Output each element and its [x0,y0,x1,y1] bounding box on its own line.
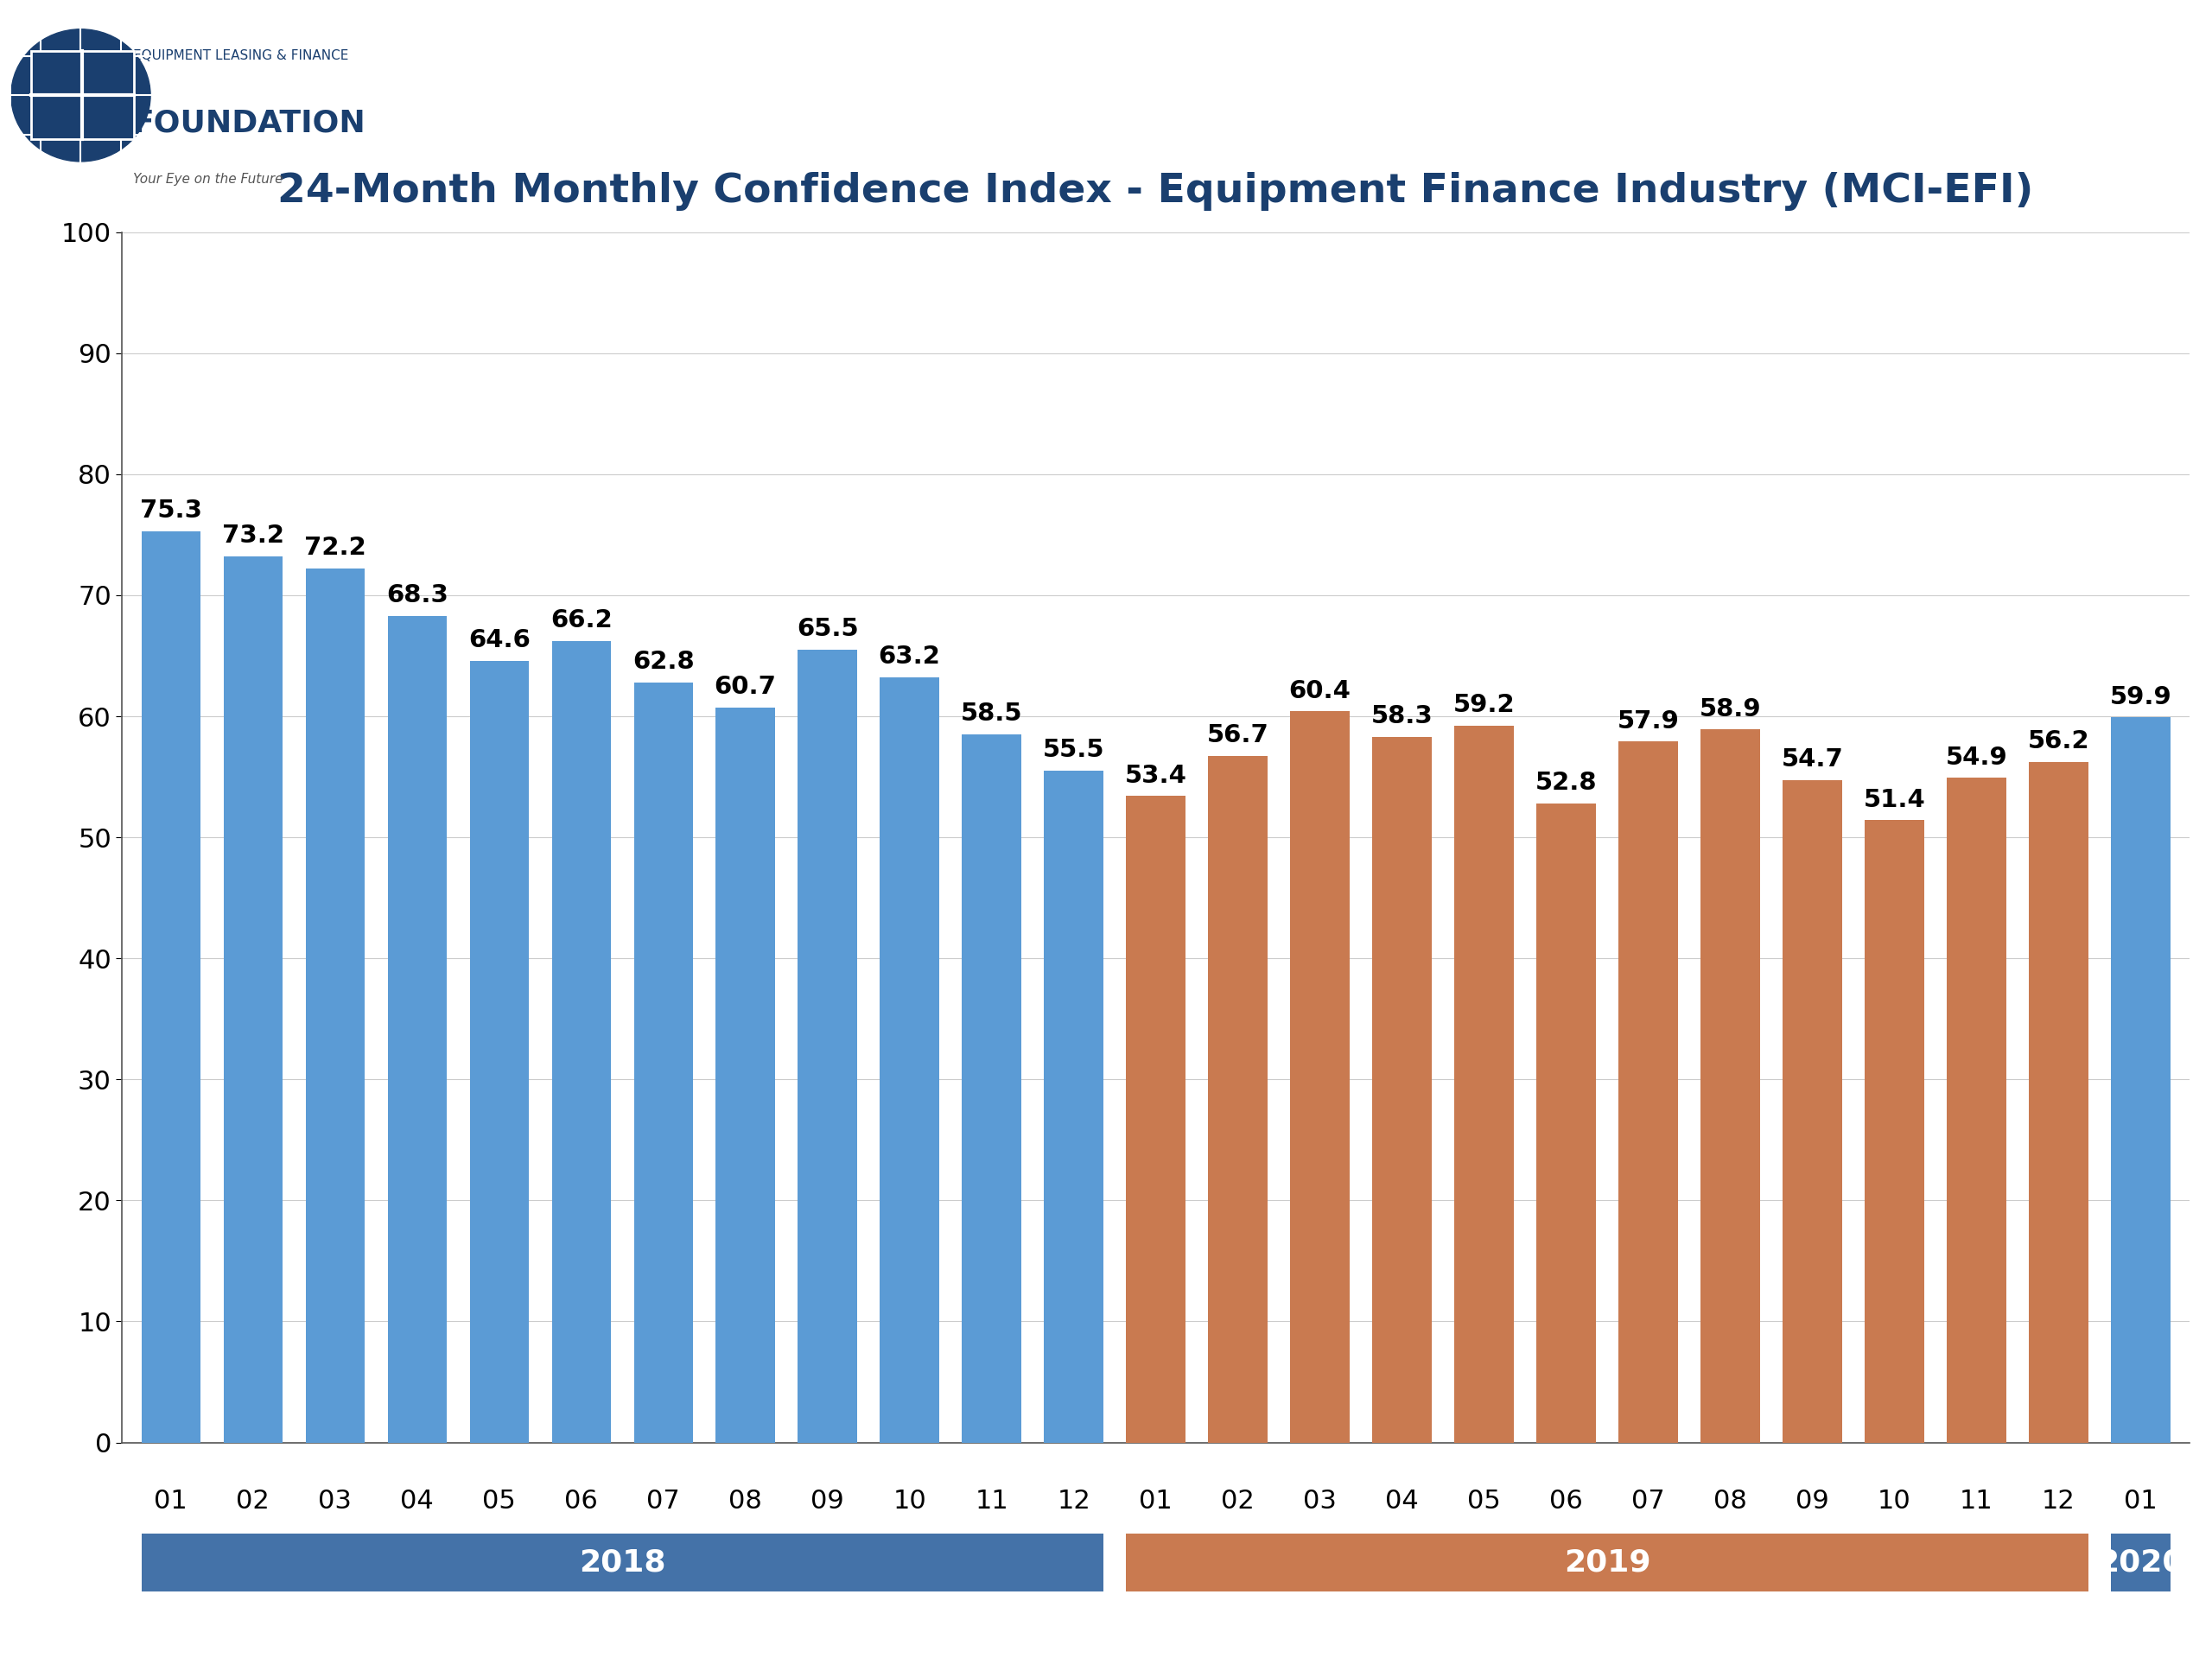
Text: 07: 07 [1632,1489,1666,1514]
Bar [1208,756,1267,1442]
Text: 58.9: 58.9 [1699,696,1761,721]
Text: 54.9: 54.9 [1947,746,2008,769]
Bar [31,51,133,139]
Bar [880,678,940,1442]
Text: 56.7: 56.7 [1208,723,1270,748]
Bar [2028,763,2088,1442]
Text: 11: 11 [1960,1489,1993,1514]
Text: 11: 11 [975,1489,1009,1514]
Text: 52.8: 52.8 [1535,771,1597,794]
Text: 64.6: 64.6 [469,628,531,652]
Text: 51.4: 51.4 [1863,788,1924,812]
Text: 10: 10 [894,1489,927,1514]
Text: Your Eye on the Future: Your Eye on the Future [133,172,283,186]
Text: 09: 09 [812,1489,845,1514]
Bar [142,531,201,1442]
Bar [223,557,283,1442]
Text: 57.9: 57.9 [1617,710,1679,733]
Text: 75.3: 75.3 [139,499,201,522]
Text: 08: 08 [1714,1489,1747,1514]
Text: 05: 05 [482,1489,515,1514]
Text: FOUNDATION: FOUNDATION [133,109,365,138]
Bar [1701,730,1761,1442]
Bar [799,650,856,1442]
Text: 73.2: 73.2 [221,524,283,549]
Text: 10: 10 [1878,1489,1911,1514]
Text: 59.9: 59.9 [2110,685,2172,710]
Bar [387,615,447,1442]
Bar [1371,736,1431,1442]
Circle shape [11,30,150,161]
Bar [1619,741,1677,1442]
Text: 08: 08 [728,1489,763,1514]
Text: EQUIPMENT LEASING & FINANCE: EQUIPMENT LEASING & FINANCE [133,50,347,63]
Text: 07: 07 [646,1489,679,1514]
Text: 02: 02 [1221,1489,1254,1514]
Bar [2110,718,2170,1442]
Text: 03: 03 [319,1489,352,1514]
Bar [2110,1534,2170,1592]
Bar [1044,771,1104,1442]
Text: 72.2: 72.2 [303,536,365,560]
Text: 03: 03 [1303,1489,1336,1514]
Text: 60.4: 60.4 [1290,678,1352,703]
Text: 55.5: 55.5 [1042,738,1104,763]
Text: 01: 01 [1139,1489,1172,1514]
Text: 68.3: 68.3 [387,584,449,607]
Text: 66.2: 66.2 [551,608,613,633]
Text: 12: 12 [2042,1489,2075,1514]
Bar [1865,821,1924,1442]
Title: 24-Month Monthly Confidence Index - Equipment Finance Industry (MCI-EFI): 24-Month Monthly Confidence Index - Equi… [279,172,2033,211]
Bar [305,569,365,1442]
Bar [1455,726,1513,1442]
Bar [1537,804,1595,1442]
Text: 63.2: 63.2 [878,645,940,670]
Text: 2018: 2018 [580,1547,666,1577]
Text: 04: 04 [1385,1489,1418,1514]
Bar [1947,778,2006,1442]
Text: 12: 12 [1057,1489,1091,1514]
Text: 58.5: 58.5 [960,701,1022,726]
Bar [1126,796,1186,1442]
Bar [717,708,774,1442]
Text: 59.2: 59.2 [1453,693,1515,718]
Text: 58.3: 58.3 [1371,705,1433,728]
Bar [469,660,529,1442]
Text: 62.8: 62.8 [633,650,695,673]
Bar [1783,781,1843,1442]
Text: 2019: 2019 [1564,1547,1650,1577]
Text: 65.5: 65.5 [796,617,858,642]
Bar [551,642,611,1442]
Bar [1290,711,1349,1442]
Text: 54.7: 54.7 [1781,748,1843,773]
Text: 2020: 2020 [2097,1547,2183,1577]
Text: 04: 04 [400,1489,434,1514]
Text: 05: 05 [1467,1489,1500,1514]
Text: 01: 01 [2124,1489,2157,1514]
Text: 06: 06 [1548,1489,1584,1514]
Text: 01: 01 [155,1489,188,1514]
Bar [635,683,692,1442]
Bar [962,734,1022,1442]
Text: 06: 06 [564,1489,597,1514]
Text: 56.2: 56.2 [2028,730,2090,754]
Text: 60.7: 60.7 [714,675,776,700]
Text: 09: 09 [1796,1489,1829,1514]
Text: 53.4: 53.4 [1124,763,1188,788]
Bar [142,1534,1104,1592]
Text: 02: 02 [237,1489,270,1514]
Bar [1126,1534,2088,1592]
